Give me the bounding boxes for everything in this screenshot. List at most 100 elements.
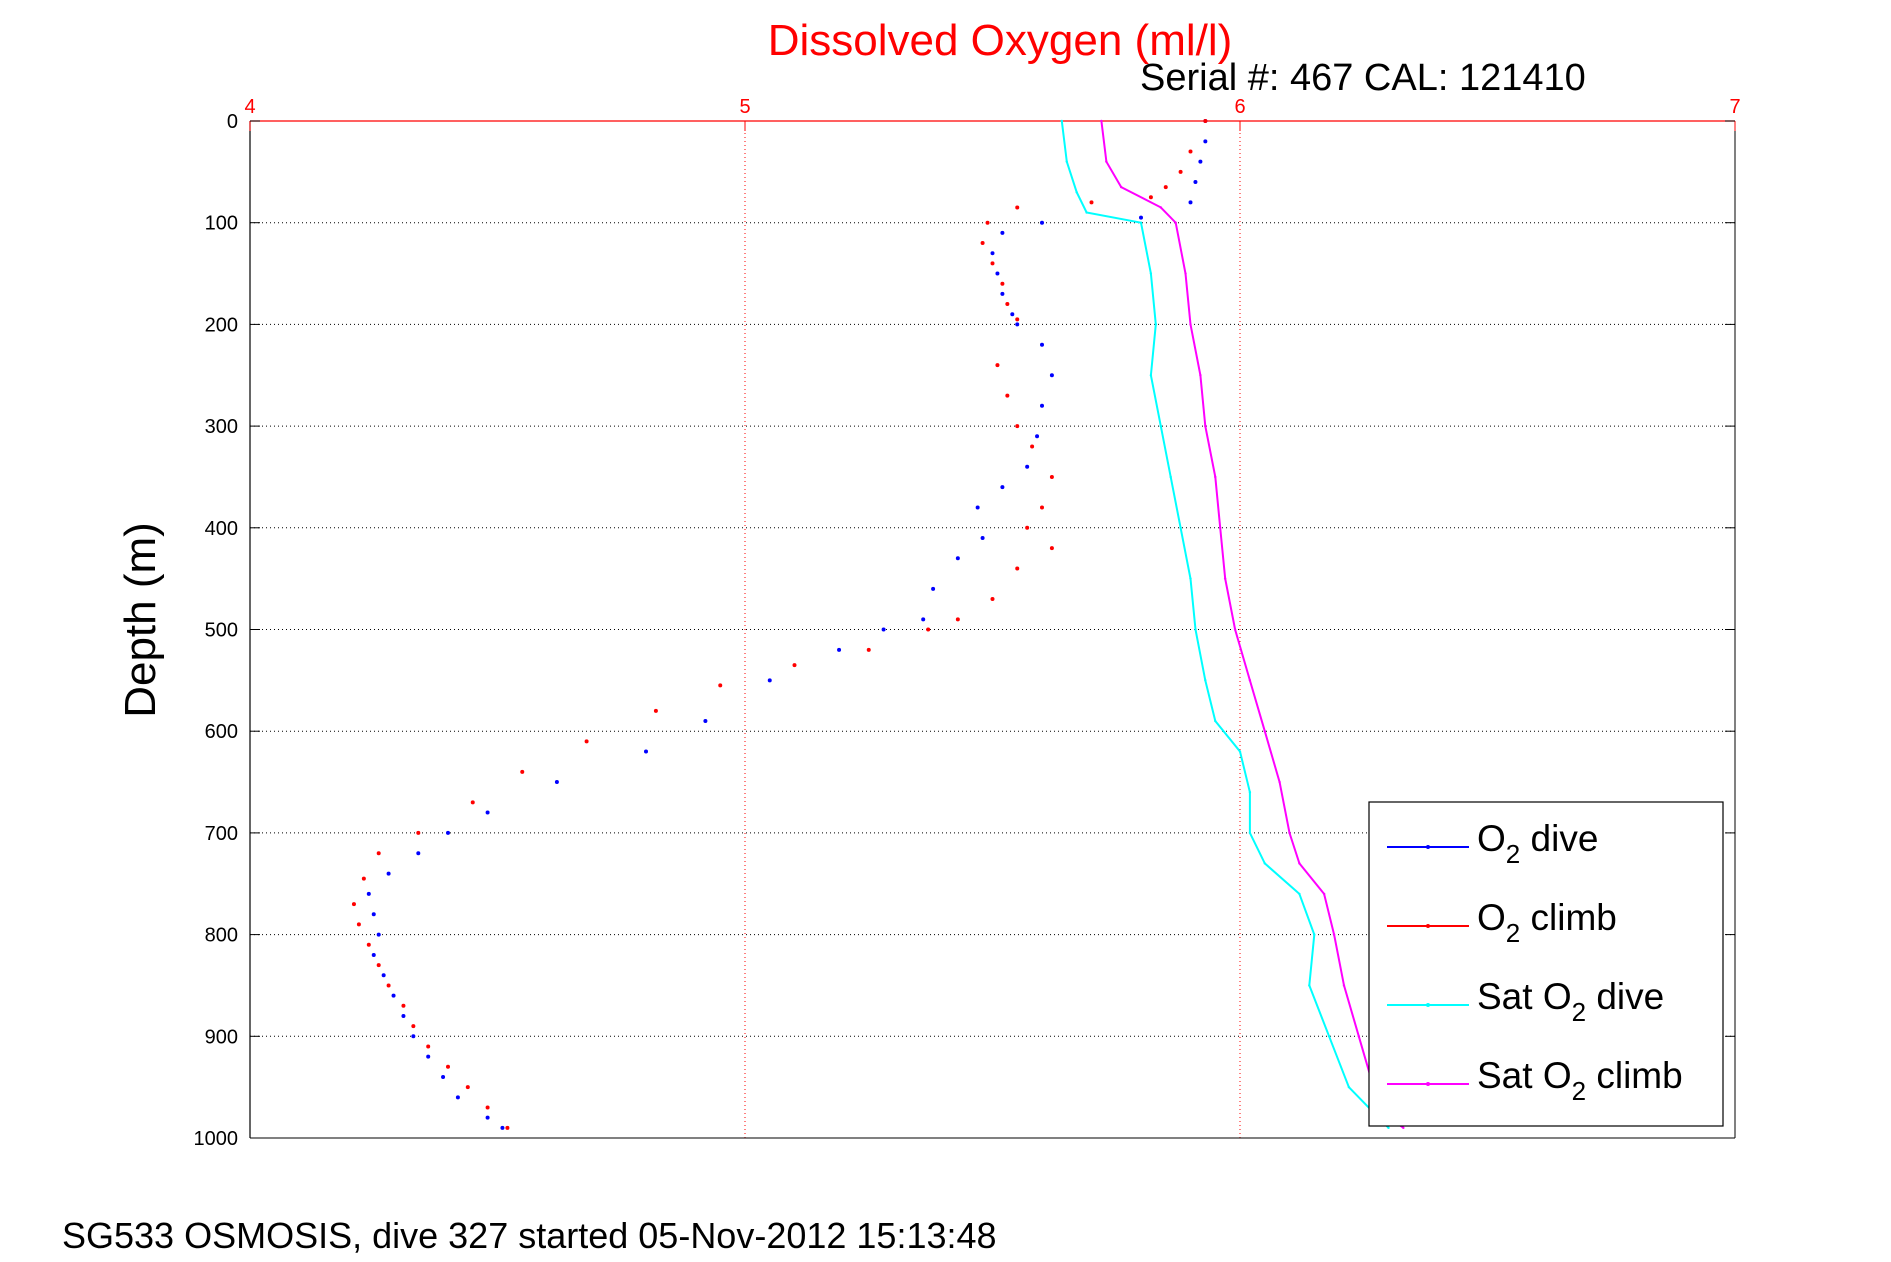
axes: 4 5 6 7 0 100 200 300 400 500 600 700 800 900 1000 xyxy=(194,96,1741,1150)
y-tick-label-8: 800 xyxy=(205,925,238,947)
series-1-point-36 xyxy=(356,922,361,927)
series-1-point-8 xyxy=(980,241,985,246)
series-1-point-22 xyxy=(990,596,995,601)
series-1-point-45 xyxy=(485,1105,490,1110)
series-3-point-15 xyxy=(1278,780,1281,784)
y-tick-label-0: 0 xyxy=(227,111,238,133)
series-0-point-37 xyxy=(371,952,376,957)
y-tick-label-6: 600 xyxy=(205,721,238,743)
series-1-point-25 xyxy=(866,647,871,652)
series-0-point-44 xyxy=(455,1095,460,1100)
series-1-point-23 xyxy=(955,617,960,622)
series-0-point-31 xyxy=(446,830,450,835)
series-1-point-40 xyxy=(401,1003,406,1008)
series-1-point-24 xyxy=(926,627,931,632)
legend-label-subscript-3: 2 xyxy=(1572,1076,1586,1106)
series-2-point-11 xyxy=(1189,577,1192,580)
series-0-point-11 xyxy=(1010,312,1015,317)
series-1-point-19 xyxy=(1025,525,1030,530)
series-1-point-28 xyxy=(653,708,658,713)
series-2-point-10 xyxy=(1179,526,1182,529)
series-0-point-36 xyxy=(376,932,381,937)
series-3-point-18 xyxy=(1322,892,1326,896)
series-0-point-12 xyxy=(1015,322,1020,327)
series-1-point-20 xyxy=(1049,546,1054,551)
legend-marker-2 xyxy=(1426,1003,1430,1007)
series-2-point-20 xyxy=(1313,933,1316,936)
series-0-point-20 xyxy=(980,535,985,540)
series-0-point-19 xyxy=(975,505,980,510)
series-1-point-4 xyxy=(1148,195,1153,200)
series-3-point-17 xyxy=(1298,862,1301,865)
legend-label-2: Sat O2 dive xyxy=(1477,976,1664,1027)
legend-marker-3 xyxy=(1426,1082,1430,1086)
series-3-point-6 xyxy=(1189,323,1192,326)
series-0-point-42 xyxy=(426,1054,431,1059)
y-tick-label-1: 100 xyxy=(205,213,238,235)
series-0-point-15 xyxy=(1040,403,1044,408)
footer-caption: SG533 OSMOSIS, dive 327 started 05-Nov-2… xyxy=(62,1215,997,1256)
series-1-point-43 xyxy=(446,1064,450,1069)
y-tick-label-7: 700 xyxy=(205,823,238,845)
legend-label-subscript-1: 2 xyxy=(1506,918,1520,948)
legend-label-rest-2: dive xyxy=(1586,976,1664,1017)
series-0-point-22 xyxy=(931,586,936,591)
series-1-point-41 xyxy=(411,1024,416,1029)
series-2-point-16 xyxy=(1248,791,1252,794)
series-0-point-34 xyxy=(366,891,371,896)
series-0-point-28 xyxy=(644,749,648,754)
series-2-point-0 xyxy=(1060,119,1064,123)
series-1 xyxy=(351,119,1208,1130)
series-1-point-17 xyxy=(1049,474,1054,479)
series-2-point-6 xyxy=(1154,323,1158,326)
series-2-point-19 xyxy=(1298,892,1301,896)
series-1-point-35 xyxy=(351,902,356,907)
series-0-point-18 xyxy=(1000,485,1005,490)
series-0-point-46 xyxy=(500,1125,505,1130)
chart-title: Dissolved Oxygen (ml/l) xyxy=(768,16,1233,65)
series-2-point-4 xyxy=(1139,221,1143,224)
series-1-point-29 xyxy=(584,739,589,744)
series-2-point-13 xyxy=(1204,679,1207,682)
series-2-line xyxy=(1060,120,1390,1129)
series-1-point-11 xyxy=(1005,302,1010,307)
series-0-point-25 xyxy=(837,647,842,652)
series-0-point-4 xyxy=(1188,200,1193,205)
series-0-point-6 xyxy=(1040,220,1044,225)
series-0-point-5 xyxy=(1139,215,1143,220)
x-tick-label-2: 6 xyxy=(1234,96,1245,118)
series-2-point-1 xyxy=(1065,160,1068,163)
series-2 xyxy=(1060,119,1390,1130)
series-0-point-32 xyxy=(416,851,421,856)
series-0-point-8 xyxy=(990,251,995,256)
series-0-point-43 xyxy=(441,1074,446,1079)
series-3-point-0 xyxy=(1100,119,1103,123)
series-1-point-6 xyxy=(1015,205,1020,210)
series-layer xyxy=(351,119,1405,1130)
series-3-point-8 xyxy=(1204,424,1207,428)
series-2-point-17 xyxy=(1248,831,1252,835)
series-2-point-8 xyxy=(1159,424,1163,428)
series-2-point-25 xyxy=(1387,1126,1390,1130)
series-0-point-3 xyxy=(1193,180,1198,185)
legend-label-0: O2 dive xyxy=(1477,818,1598,869)
series-0-point-7 xyxy=(1000,230,1005,235)
y-tick-label-9: 900 xyxy=(205,1026,238,1048)
legend-label-rest-0: dive xyxy=(1520,818,1598,859)
y-tick-label-5: 500 xyxy=(205,620,238,642)
series-1-point-18 xyxy=(1040,505,1044,510)
legend-label-rest-1: climb xyxy=(1520,897,1617,938)
legend-box xyxy=(1368,801,1724,1127)
series-0-point-30 xyxy=(485,810,490,815)
series-2-point-12 xyxy=(1194,628,1197,631)
series-1-point-12 xyxy=(1015,317,1020,322)
series-0-point-39 xyxy=(391,993,396,998)
series-0-point-38 xyxy=(381,973,386,978)
series-0-point-21 xyxy=(955,556,960,561)
x-tick-label-3: 7 xyxy=(1729,96,1740,118)
legend-label-main-3: Sat O xyxy=(1477,1055,1572,1096)
y-tick-label-2: 200 xyxy=(205,314,238,336)
legend-label-main-2: Sat O xyxy=(1477,976,1572,1017)
